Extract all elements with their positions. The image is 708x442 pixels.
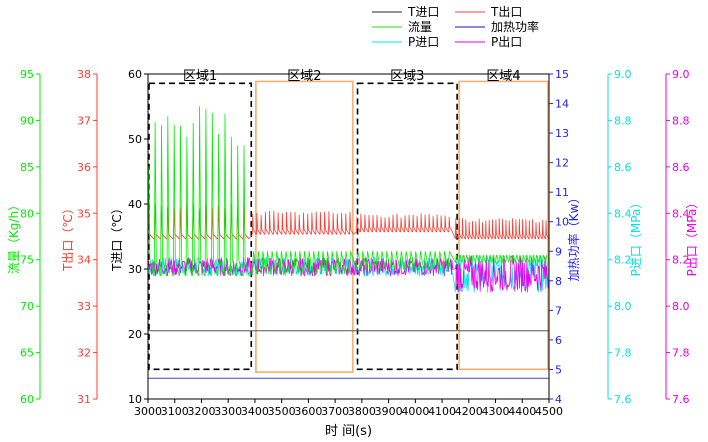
axis-tin-tick-label: 40 xyxy=(128,198,142,211)
axis-flow-tick-label: 75 xyxy=(20,254,34,267)
legend-label-2: T出口 xyxy=(490,5,522,19)
x-tick-label: 4200 xyxy=(455,405,483,418)
axis-flow-tick-label: 95 xyxy=(20,68,34,81)
axis-pout-tick-label: 8.4 xyxy=(672,207,690,220)
axis-power-tick-label: 13 xyxy=(555,127,569,140)
legend-label-6: P出口 xyxy=(491,35,522,49)
axis-power-tick-label: 6 xyxy=(555,334,562,347)
plot-border xyxy=(147,73,550,400)
axis-flow-tick-label: 70 xyxy=(20,300,34,313)
series-tout-line xyxy=(147,203,550,240)
region-label-2: 区域2 xyxy=(287,69,321,84)
region-box-2 xyxy=(255,80,354,373)
axis-flow-tick-label: 65 xyxy=(20,347,34,360)
legend-label-5: P进口 xyxy=(408,35,439,49)
axis-tin-tick-label: 60 xyxy=(128,68,142,81)
x-tick-label: 4000 xyxy=(401,405,429,418)
axis-pout-tick-label: 9.0 xyxy=(672,68,690,81)
axis-power-tick-label: 9 xyxy=(555,245,562,258)
axis-pout-tick-label: 8.2 xyxy=(672,254,690,267)
axis-tout-tick-label: 32 xyxy=(77,347,91,360)
axis-pin-tick-label: 8.2 xyxy=(614,254,632,267)
axis-pin-tick-label: 9.0 xyxy=(614,68,632,81)
axis-power-tick-label: 5 xyxy=(555,363,562,376)
axes-layer: 3000310032003300340035003600370038003900… xyxy=(7,68,699,439)
legend-label-3: 流量 xyxy=(408,20,432,34)
x-tick-label: 3600 xyxy=(294,405,322,418)
axis-tout-tick-label: 37 xyxy=(77,114,91,127)
axis-tout-tick-label: 38 xyxy=(77,68,91,81)
axis-tout-tick-label: 35 xyxy=(77,207,91,220)
axis-tin-label: T进口（℃） xyxy=(110,202,124,272)
legend-label-1: T进口 xyxy=(407,5,439,19)
axis-power-tick-label: 4 xyxy=(555,393,562,406)
x-tick-label: 3700 xyxy=(321,405,349,418)
x-tick-label: 3500 xyxy=(268,405,296,418)
axis-tout-tick-label: 33 xyxy=(77,300,91,313)
x-axis-label: 时 间(s) xyxy=(325,424,372,439)
axis-pout-label: P出口（MPa） xyxy=(685,197,699,277)
axis-tout-tick-label: 36 xyxy=(77,161,91,174)
x-tick-label: 3200 xyxy=(187,405,215,418)
x-tick-label: 3900 xyxy=(375,405,403,418)
regions-layer: 区域1 区域2 区域3 区域4 xyxy=(148,69,549,373)
axis-tin-tick-label: 50 xyxy=(128,133,142,146)
axis-flow-label: 流量（Kg/h） xyxy=(7,199,21,274)
axis-tout-tick-label: 34 xyxy=(77,254,91,267)
axis-pout-tick-label: 8.0 xyxy=(672,300,690,313)
region-box-3 xyxy=(356,82,458,371)
region-label-3: 区域3 xyxy=(390,69,424,84)
region-label-4: 区域4 xyxy=(486,69,520,84)
series-pout-line xyxy=(147,255,550,293)
axis-power-tick-label: 8 xyxy=(555,275,562,288)
x-tick-label: 4500 xyxy=(535,405,563,418)
x-tick-label: 4300 xyxy=(482,405,510,418)
axis-tin-tick-label: 30 xyxy=(128,263,142,276)
x-tick-label: 3000 xyxy=(134,405,162,418)
axis-pin-tick-label: 8.0 xyxy=(614,300,632,313)
axis-flow-tick-label: 90 xyxy=(20,114,34,127)
axis-pin-tick-label: 8.8 xyxy=(614,114,632,127)
axis-pin-tick-label: 7.6 xyxy=(614,393,632,406)
axis-pout-tick-label: 8.6 xyxy=(672,161,690,174)
x-tick-label: 3100 xyxy=(161,405,189,418)
axis-power-tick-label: 7 xyxy=(555,304,562,317)
x-tick-label: 3800 xyxy=(348,405,376,418)
axis-tin-tick-label: 20 xyxy=(128,328,142,341)
series-flow-line xyxy=(147,106,548,276)
axis-pout-tick-label: 7.6 xyxy=(672,393,690,406)
axis-pout-tick-label: 7.8 xyxy=(672,347,690,360)
x-tick-label: 4400 xyxy=(508,405,536,418)
axis-power-label: 加热功率（Kw） xyxy=(566,192,581,282)
axis-flow-tick-label: 60 xyxy=(20,393,34,406)
axis-tout-tick-label: 31 xyxy=(77,393,91,406)
axis-flow-tick-label: 85 xyxy=(20,161,34,174)
axis-power-tick-label: 12 xyxy=(555,157,569,170)
x-tick-label: 3300 xyxy=(214,405,242,418)
plot-frame xyxy=(147,73,550,400)
axis-tout-label: T出口（℃） xyxy=(61,202,75,272)
axis-power-tick-label: 14 xyxy=(555,98,569,111)
axis-power-tick-label: 10 xyxy=(555,216,569,229)
region-label-1: 区域1 xyxy=(183,69,217,84)
axis-pin-tick-label: 8.6 xyxy=(614,161,632,174)
axis-pin-tick-label: 8.4 xyxy=(614,207,632,220)
x-tick-label: 3400 xyxy=(241,405,269,418)
axis-power-tick-label: 15 xyxy=(555,68,569,81)
axis-power-tick-label: 11 xyxy=(555,186,569,199)
x-tick-label: 4100 xyxy=(428,405,456,418)
legend-label-4: 加热功率 xyxy=(491,19,539,34)
axis-flow-tick-label: 80 xyxy=(20,207,34,220)
series-layer xyxy=(147,106,550,379)
axis-pout-tick-label: 8.8 xyxy=(672,114,690,127)
axis-pin-tick-label: 7.8 xyxy=(614,347,632,360)
axis-tin-tick-label: 10 xyxy=(128,393,142,406)
axis-pin-label: P进口（MPa） xyxy=(629,197,643,277)
